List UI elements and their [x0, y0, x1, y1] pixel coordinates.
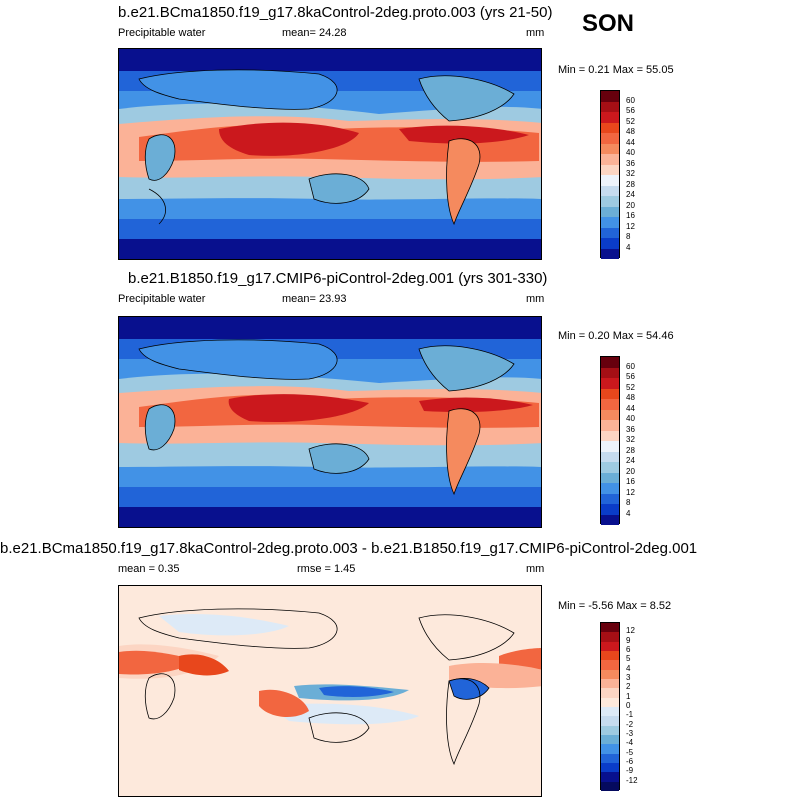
colorbar-label: -6	[626, 757, 634, 766]
colorbar-label: 3	[626, 673, 631, 682]
colorbar-label: 48	[626, 393, 635, 402]
panel-1-variable-label: Precipitable water	[118, 27, 206, 39]
colorbar-label: 4	[626, 242, 631, 252]
panel-1-mean: mean= 24.28	[282, 27, 347, 39]
colorbar-label: 56	[626, 106, 635, 115]
panel-3-minmax: Min = -5.56 Max = 8.52	[558, 600, 672, 612]
colorbar-label: 40	[626, 414, 635, 423]
panel-3-units: mm	[526, 563, 545, 575]
colorbar-label: 8	[626, 232, 631, 241]
colorbar-label: 16	[626, 211, 635, 220]
colorbar-label: 56	[626, 372, 635, 381]
colorbar-label: 8	[626, 498, 631, 507]
colorbar-label: 52	[626, 116, 635, 126]
colorbar-label: 20	[626, 466, 635, 476]
colorbar-label: 6	[626, 645, 631, 654]
panel-3-map	[118, 585, 542, 797]
colorbar-label: 2	[626, 682, 631, 692]
panel-2-units: mm	[526, 293, 545, 305]
colorbar-label: 16	[626, 477, 635, 486]
colorbar-label: 12	[626, 626, 635, 636]
colorbar-label: 32	[626, 169, 635, 178]
colorbar-label: 12	[626, 487, 635, 497]
colorbar-label: 4	[626, 508, 631, 518]
colorbar-label: -9	[626, 766, 634, 776]
panel-1-minmax: Min = 0.21 Max = 55.05	[558, 64, 674, 76]
panel-2-title: b.e21.B1850.f19_g17.CMIP6-piControl-2deg…	[128, 270, 548, 287]
colorbar-label: 4	[626, 663, 631, 673]
colorbar-label: 48	[626, 127, 635, 136]
colorbar-label: 9	[626, 635, 631, 645]
colorbar-label: -1	[626, 710, 634, 720]
panel-1-map-svg	[119, 49, 541, 259]
colorbar-label: 32	[626, 435, 635, 444]
colorbar-label: 60	[626, 361, 635, 371]
colorbar-label: 28	[626, 179, 635, 189]
season-label: SON	[582, 10, 635, 37]
colorbar-label: 24	[626, 190, 635, 199]
colorbar-label: 5	[626, 654, 631, 664]
colorbar-label: -12	[626, 775, 638, 785]
panel-3-mean: mean = 0.35	[118, 563, 180, 575]
panel-2-colorbar	[600, 356, 620, 525]
panel-1-units: mm	[526, 27, 545, 39]
colorbar-label: 36	[626, 424, 635, 434]
panel-2-mean: mean= 23.93	[282, 293, 347, 305]
panel-1-title: b.e21.BCma1850.f19_g17.8kaControl-2deg.p…	[118, 4, 553, 21]
colorbar-label: 44	[626, 403, 635, 413]
colorbar-label: 60	[626, 95, 635, 105]
panel-3-map-svg	[119, 586, 541, 796]
colorbar-label: 1	[626, 691, 631, 701]
colorbar-label: 52	[626, 382, 635, 392]
panel-2-minmax: Min = 0.20 Max = 54.46	[558, 330, 674, 342]
panel-1-map	[118, 48, 542, 260]
colorbar-label: 24	[626, 456, 635, 465]
colorbar-label: -2	[626, 719, 634, 729]
colorbar-label: 12	[626, 221, 635, 231]
panel-3-title: b.e21.BCma1850.f19_g17.8kaControl-2deg.p…	[0, 540, 698, 557]
panel-1-colorbar	[600, 90, 620, 259]
panel-3-rmse: rmse = 1.45	[297, 563, 356, 575]
panel-3-colorbar	[600, 622, 620, 791]
colorbar-label: -4	[626, 738, 634, 748]
colorbar-label: 0	[626, 701, 631, 710]
colorbar-label: -3	[626, 729, 634, 738]
colorbar-label: 36	[626, 158, 635, 168]
panel-2-map	[118, 316, 542, 528]
colorbar-label: 20	[626, 200, 635, 210]
panel-2-map-svg	[119, 317, 541, 527]
colorbar-label: 44	[626, 137, 635, 147]
colorbar-label: -5	[626, 747, 634, 757]
colorbar-label: 28	[626, 445, 635, 455]
panel-2-variable-label: Precipitable water	[118, 293, 206, 305]
colorbar-label: 40	[626, 148, 635, 157]
